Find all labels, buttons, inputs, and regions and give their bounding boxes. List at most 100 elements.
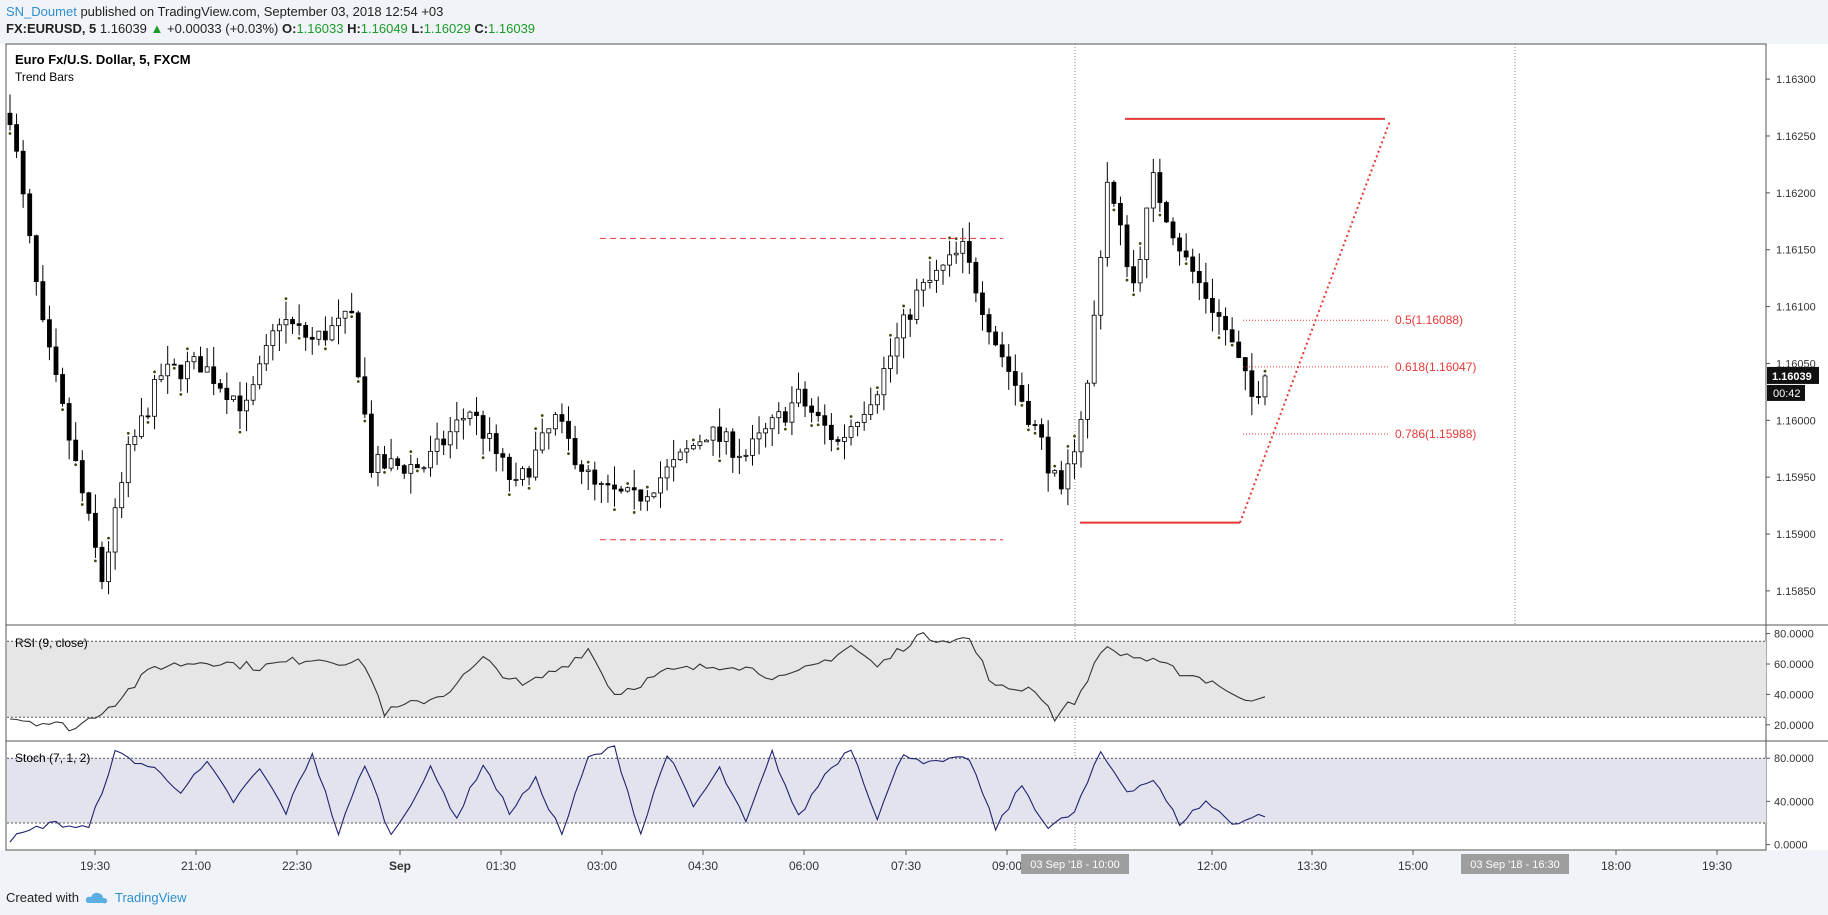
time-tick-label: Sep: [389, 859, 411, 873]
close-value: 1.16039: [488, 21, 536, 36]
candle-body: [14, 124, 19, 152]
candle-body: [986, 314, 992, 333]
trend-dot: [586, 460, 590, 464]
candle-body: [250, 384, 256, 401]
change-up-icon: ▲: [150, 21, 164, 36]
price-tick-label: 1.15850: [1776, 586, 1816, 598]
last-price-label: 1.16039: [1772, 371, 1812, 383]
candle-body: [93, 512, 98, 548]
osc-tick-label: 80.0000: [1774, 629, 1814, 641]
trend-dot: [74, 463, 78, 467]
candle-body: [651, 492, 657, 498]
candle-body: [638, 489, 644, 502]
candle-body: [1210, 298, 1215, 313]
candle-body: [244, 399, 249, 412]
osc-tick-label: 40.0000: [1774, 689, 1814, 701]
stoch-pane[interactable]: [7, 745, 1766, 843]
candle-body: [322, 330, 328, 341]
trend-dot: [1073, 434, 1076, 438]
trend-dot: [107, 536, 110, 540]
candle-body: [1196, 270, 1202, 284]
candle-body: [198, 356, 203, 373]
rsi-band: [7, 641, 1766, 718]
time-tick-label: 18:00: [1601, 859, 1631, 873]
trend-dot: [1138, 242, 1142, 245]
candle-body: [1019, 385, 1025, 402]
trend-dot: [534, 427, 538, 431]
candle-body: [375, 454, 381, 473]
candle-body: [506, 456, 512, 480]
candle-body: [539, 432, 545, 451]
candle-body: [1150, 172, 1156, 209]
osc-tick-label: 40.0000: [1774, 796, 1814, 808]
candle-body: [579, 464, 585, 472]
publish-text: published on TradingView.com, September …: [80, 4, 444, 19]
trend-dot: [1020, 404, 1024, 407]
candle-body: [355, 312, 361, 378]
time-tick-label: 12:00: [1197, 859, 1227, 873]
trend-dot: [1027, 428, 1030, 432]
candle-body: [520, 468, 525, 480]
countdown-tag: [1767, 384, 1805, 401]
trend-dot: [1158, 213, 1162, 217]
crosshair-time-tag: [1461, 854, 1569, 874]
candle-body: [1065, 463, 1071, 490]
candle-body: [171, 363, 177, 366]
price-pane[interactable]: 0.5(1.16088) 0.618(1.16047) 0.786(1.15988): [7, 44, 1516, 850]
candle-body: [736, 455, 742, 458]
candle-body: [1256, 396, 1261, 398]
chart-area[interactable]: 0.5(1.16088) 0.618(1.16047) 0.786(1.15988)…: [0, 0, 1828, 880]
candle-body: [1164, 202, 1169, 223]
candle-body: [125, 444, 131, 484]
rsi-pane[interactable]: [7, 631, 1766, 732]
change-value: +0.00033 (+0.03%): [167, 21, 279, 36]
close-label: C:: [474, 21, 489, 36]
trend-dot: [1263, 369, 1267, 373]
candle-body: [776, 411, 782, 419]
candle-body: [1104, 181, 1110, 258]
candle-body: [47, 319, 52, 348]
candle-body: [868, 404, 874, 415]
candle-body: [842, 436, 847, 442]
author-link[interactable]: SN_Doumet: [6, 4, 77, 19]
time-tick-label: 13:30: [1297, 859, 1327, 873]
candle-body: [493, 433, 499, 454]
candle-body: [20, 150, 26, 195]
trend-dot: [409, 450, 413, 454]
trend-dot: [849, 415, 853, 418]
trend-dot: [238, 430, 242, 434]
candle-body: [1236, 341, 1242, 358]
trend-dot: [284, 297, 288, 301]
osc-tick-label: 80.0000: [1774, 753, 1814, 765]
candle-body: [704, 439, 709, 443]
candle-body: [881, 368, 887, 396]
candle-body: [454, 419, 460, 433]
trend-dot: [1230, 343, 1234, 347]
price-tick-label: 1.15950: [1776, 472, 1816, 484]
trend-dot: [613, 508, 616, 512]
price-tick-label: 1.16100: [1776, 302, 1816, 314]
candle-body: [1157, 172, 1163, 203]
candle-body: [1124, 224, 1130, 268]
candle-body: [1032, 424, 1038, 426]
candle-body: [257, 363, 263, 386]
trend-dot: [1033, 431, 1037, 435]
publish-info: SN_Doumet published on TradingView.com, …: [6, 4, 443, 19]
candle-body: [480, 415, 486, 439]
candle-body: [224, 387, 230, 401]
tradingview-brand-link[interactable]: TradingView: [114, 890, 187, 905]
candle-body: [1078, 419, 1084, 453]
trend-dot: [1132, 293, 1135, 297]
candle-body: [658, 477, 663, 494]
high-label: H:: [347, 21, 361, 36]
price-tick-label: 1.16000: [1776, 415, 1816, 427]
candle-body: [533, 449, 539, 478]
candle-body: [500, 453, 506, 458]
trend-dot: [691, 438, 695, 442]
fib-level-label: 0.618(1.16047): [1395, 360, 1476, 374]
trend-dot: [356, 380, 360, 383]
candle-body: [1085, 382, 1090, 420]
trend-dot: [1125, 278, 1129, 282]
trend-dot: [875, 386, 879, 390]
candle-body: [835, 439, 841, 442]
